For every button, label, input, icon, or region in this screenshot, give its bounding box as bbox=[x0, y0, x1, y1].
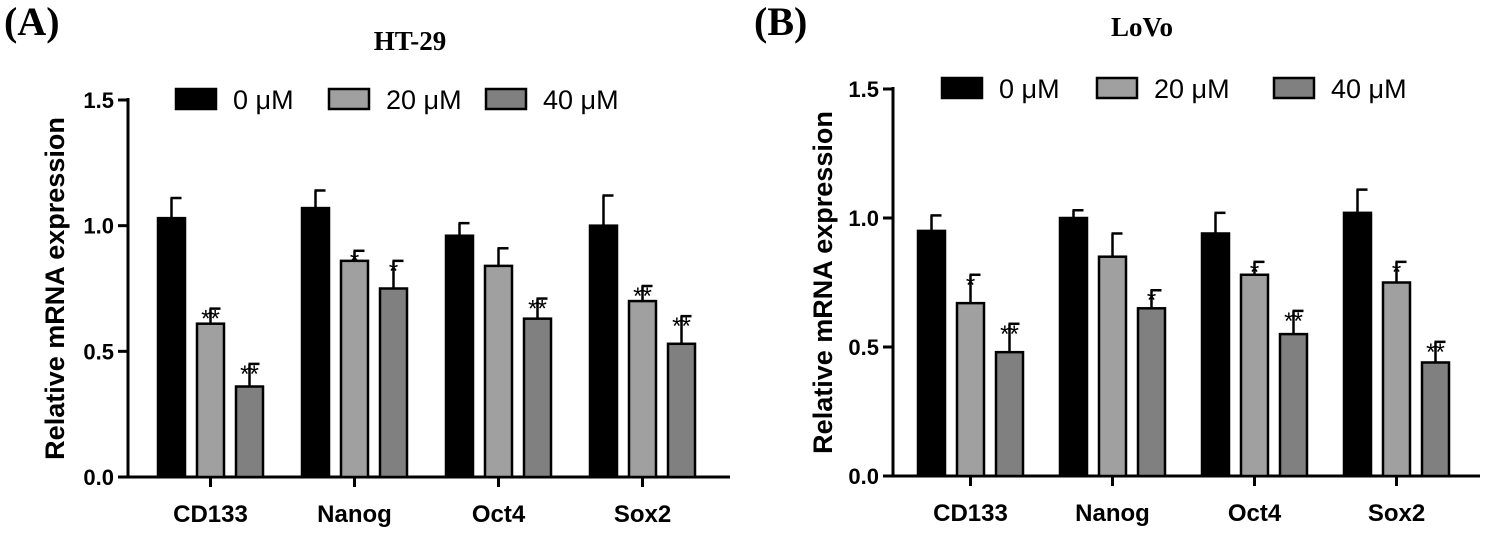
x-tick-label: Oct4 bbox=[1228, 500, 1282, 527]
significance-mark: ** bbox=[672, 313, 691, 340]
bar bbox=[1278, 332, 1309, 478]
bar bbox=[588, 224, 619, 479]
significance-mark: * bbox=[1392, 259, 1401, 286]
bar bbox=[1342, 211, 1373, 478]
x-tick-label: Nanog bbox=[317, 501, 392, 528]
bar bbox=[195, 322, 226, 479]
bar bbox=[522, 317, 553, 479]
significance-mark: ** bbox=[1426, 339, 1445, 366]
x-tick-label: CD133 bbox=[173, 501, 248, 528]
significance-mark: * bbox=[350, 248, 359, 275]
y-tick-label: 0.5 bbox=[83, 339, 114, 364]
significance-mark: ** bbox=[633, 283, 652, 310]
bar bbox=[666, 342, 697, 479]
legend-label: 0 μM bbox=[233, 85, 294, 115]
bar bbox=[1420, 361, 1451, 478]
bar bbox=[1200, 232, 1231, 478]
bar bbox=[378, 287, 409, 479]
bar bbox=[627, 299, 658, 479]
significance-mark: * bbox=[1250, 259, 1259, 286]
bar bbox=[916, 229, 947, 478]
x-tick-label: Sox2 bbox=[614, 501, 671, 528]
bar bbox=[156, 216, 187, 479]
bar bbox=[444, 234, 475, 479]
y-tick-label: 1.0 bbox=[848, 206, 879, 231]
significance-mark: * bbox=[966, 272, 975, 299]
bar bbox=[1136, 307, 1167, 478]
bar bbox=[1097, 255, 1128, 478]
significance-mark: * bbox=[1147, 287, 1156, 314]
chart-title: LoVo bbox=[1111, 12, 1173, 42]
bar bbox=[339, 259, 370, 479]
x-tick-label: Sox2 bbox=[1368, 500, 1425, 527]
bar bbox=[483, 264, 514, 479]
y-tick-label: 0.0 bbox=[83, 465, 114, 490]
bar bbox=[300, 206, 331, 479]
legend-swatch bbox=[1095, 76, 1139, 100]
y-tick-label: 1.5 bbox=[83, 88, 114, 113]
significance-mark: * bbox=[389, 258, 398, 285]
panel-label: (B) bbox=[754, 0, 808, 44]
legend-swatch bbox=[484, 87, 528, 111]
y-tick-label: 1.0 bbox=[83, 214, 114, 239]
chart-ht29: HT-29 Relative mRNA expression 0.0 0.5 1.0 1.… bbox=[40, 26, 730, 528]
x-tick-label: Nanog bbox=[1075, 500, 1150, 527]
x-tick-label: Oct4 bbox=[472, 501, 526, 528]
legend-label: 20 μM bbox=[1154, 74, 1230, 104]
bar bbox=[1239, 273, 1270, 478]
bar bbox=[1381, 281, 1412, 478]
legend-label: 0 μM bbox=[999, 74, 1060, 104]
y-tick-label: 0.0 bbox=[848, 464, 879, 489]
significance-mark: ** bbox=[528, 296, 547, 323]
y-tick-label: 0.5 bbox=[848, 335, 879, 360]
legend-label: 40 μM bbox=[1331, 74, 1407, 104]
y-axis-label: Relative mRNA expression bbox=[808, 111, 838, 454]
legend-swatch bbox=[174, 87, 218, 111]
bar bbox=[955, 301, 986, 478]
panel-a: (A) HT-29 Relative mRNA expression 0.0 0.5 1… bbox=[4, 0, 730, 528]
significance-mark: ** bbox=[1284, 308, 1303, 335]
panel-label: (A) bbox=[4, 0, 60, 44]
panel-b: (B) LoVo Relative mRNA expression 0.0 0.5 1.… bbox=[750, 0, 1500, 533]
significance-mark: ** bbox=[240, 361, 259, 388]
legend-label: 40 μM bbox=[543, 85, 619, 115]
y-axis-label: Relative mRNA expression bbox=[40, 117, 70, 460]
legend-swatch bbox=[327, 87, 371, 111]
y-tick-label: 1.5 bbox=[848, 77, 879, 102]
legend-swatch bbox=[1272, 76, 1316, 100]
x-tick-label: CD133 bbox=[933, 500, 1008, 527]
chart-title: HT-29 bbox=[374, 26, 447, 56]
significance-mark: ** bbox=[201, 306, 220, 333]
chart-lovo: LoVo Relative mRNA expression 0.0 0.5 1.0 1.5… bbox=[808, 12, 1480, 527]
bar bbox=[234, 385, 265, 479]
bar bbox=[994, 350, 1025, 478]
legend-swatch bbox=[940, 76, 984, 100]
bar bbox=[1058, 216, 1089, 478]
significance-mark: ** bbox=[1000, 321, 1019, 348]
legend-label: 20 μM bbox=[386, 85, 462, 115]
